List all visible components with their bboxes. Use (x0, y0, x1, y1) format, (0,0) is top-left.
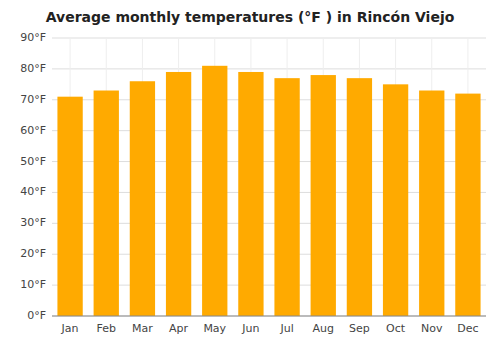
bar (238, 72, 263, 316)
y-tick-label: 90°F (20, 31, 46, 44)
y-tick-label: 60°F (20, 124, 46, 137)
bar (311, 75, 336, 316)
y-axis: 0°F 10°F 20°F 30°F 40°F 50°F 60°F 70°F 80°F 90°F (20, 31, 46, 322)
bars (57, 66, 480, 316)
title: Average monthly temperatures (°F ) in Ri… (46, 9, 455, 25)
x-tick-label: Oct (386, 322, 406, 335)
x-tick-label: Jan (61, 322, 79, 335)
x-tick-label: Apr (169, 322, 189, 335)
grid (52, 38, 486, 316)
bar (94, 91, 119, 316)
bar (455, 94, 480, 316)
x-tick-label: Jul (279, 322, 293, 335)
bar (347, 78, 372, 316)
x-tick-label: May (203, 322, 226, 335)
y-grid-line (52, 316, 486, 317)
y-tick-label: 80°F (20, 62, 46, 75)
x-tick-label: Dec (457, 322, 478, 335)
bar (166, 72, 191, 316)
bar (274, 78, 299, 316)
x-tick-label: Nov (421, 322, 443, 335)
y-tick-label: 30°F (20, 216, 46, 229)
y-grid-line (52, 38, 486, 39)
x-axis: Jan Feb Mar Apr May Jun Jul Aug Sep Oct Nov Dec (61, 322, 479, 335)
y-tick-label: 0°F (27, 309, 46, 322)
bar (130, 81, 155, 316)
x-tick-label: Sep (349, 322, 370, 335)
y-tick-label: 40°F (20, 185, 46, 198)
x-tick-label: Mar (132, 322, 153, 335)
x-tick-label: Feb (97, 322, 116, 335)
bar (57, 97, 82, 316)
chart: 0°F 10°F 20°F 30°F 40°F 50°F 60°F 70°F 80°F 90°F J… (0, 0, 500, 350)
y-grid-line (52, 68, 486, 69)
y-tick-label: 50°F (20, 155, 46, 168)
y-tick-label: 10°F (20, 278, 46, 291)
bar (419, 91, 444, 316)
bar (383, 84, 408, 316)
x-tick-label: Jun (241, 322, 259, 335)
bar (202, 66, 227, 316)
y-tick-label: 20°F (20, 247, 46, 260)
x-axis-line (52, 316, 486, 317)
y-tick-label: 70°F (20, 93, 46, 106)
x-tick-label: Aug (313, 322, 334, 335)
